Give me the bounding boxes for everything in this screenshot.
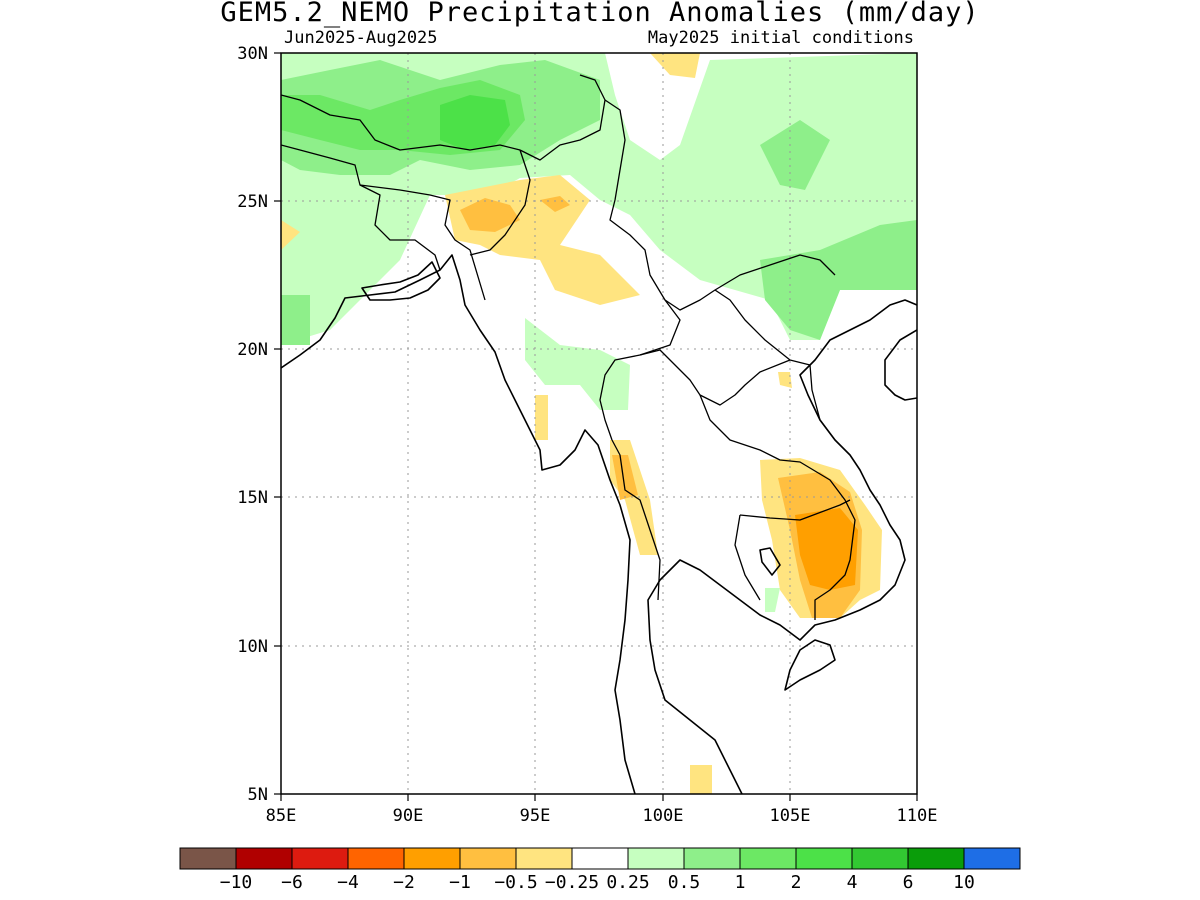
- anomaly-region-arakan: [535, 395, 548, 440]
- x-tick-label: 95E: [520, 806, 551, 826]
- map-frame: [280, 52, 918, 795]
- y-tick-label: 10N: [237, 637, 268, 657]
- colorbar-swatch: [571, 847, 629, 870]
- anomaly-region-north-myanmar-core: [460, 198, 520, 232]
- colorbar-label: 4: [847, 872, 858, 893]
- colorbar: [179, 847, 1021, 870]
- anomaly-region-north-myanmar-core2: [540, 196, 570, 212]
- colorbar-label: −10: [220, 872, 253, 893]
- colorbar-label: 2: [791, 872, 802, 893]
- colorbar-swatch: [347, 847, 405, 870]
- anomaly-region-bhutan-core: [440, 95, 510, 150]
- x-tick-label: 85E: [266, 806, 297, 826]
- colorbar-label: 6: [903, 872, 914, 893]
- colorbar-swatch: [403, 847, 461, 870]
- y-tick-label: 25N: [237, 192, 268, 212]
- anomaly-region-east-china: [760, 120, 830, 190]
- y-tick-label: 20N: [237, 340, 268, 360]
- colorbar-label: −6: [281, 872, 303, 893]
- anomaly-region-west-edge: [281, 220, 300, 250]
- colorbar-swatch: [683, 847, 741, 870]
- colorbar-label: 0.25: [606, 872, 649, 893]
- anomaly-region-tibet-dry: [650, 53, 700, 78]
- anomaly-region-malay-tip: [690, 765, 712, 794]
- colorbar-label: −0.25: [545, 872, 599, 893]
- chart-title: GEM5.2_NEMO Precipitation Anomalies (mm/…: [220, 0, 980, 28]
- anomaly-region-chin-hills: [525, 318, 630, 410]
- colorbar-swatch: [627, 847, 685, 870]
- anomaly-region-south-china: [760, 220, 917, 340]
- colorbar-label: −2: [393, 872, 415, 893]
- colorbar-swatch: [907, 847, 965, 870]
- colorbar-swatch: [291, 847, 349, 870]
- colorbar-label: −4: [337, 872, 359, 893]
- colorbar-label: 10: [953, 872, 975, 893]
- colorbar-swatch: [795, 847, 853, 870]
- x-tick-label: 100E: [643, 806, 684, 826]
- y-tick-label: 15N: [237, 488, 268, 508]
- x-tick-label: 90E: [393, 806, 424, 826]
- colorbar-swatch: [739, 847, 797, 870]
- country-borders: [281, 74, 856, 620]
- colorbar-label: −0.5: [494, 872, 537, 893]
- y-tick-label: 30N: [237, 44, 268, 64]
- colorbar-swatch: [515, 847, 573, 870]
- forecast-period: Jun2025-Aug2025: [284, 28, 438, 48]
- anomaly-region-west-bay: [281, 295, 310, 345]
- colorbar-swatch: [851, 847, 909, 870]
- anomaly-region-thailand-sw: [765, 588, 780, 612]
- anomaly-region-border-dry-core: [612, 455, 638, 500]
- y-tick-label: 5N: [248, 785, 268, 805]
- precipitation-anomaly-field: [281, 53, 917, 794]
- colorbar-swatch: [179, 847, 237, 870]
- x-tick-label: 105E: [770, 806, 811, 826]
- colorbar-label: 1: [735, 872, 746, 893]
- colorbar-label: −1: [449, 872, 471, 893]
- axis-tick-marks: [274, 52, 918, 801]
- colorbar-swatch: [963, 847, 1021, 870]
- anomaly-region-cambodia-core: [795, 508, 858, 590]
- x-tick-label: 110E: [897, 806, 938, 826]
- initial-conditions: May2025 initial conditions: [647, 28, 914, 48]
- anomaly-region-laos-dry: [778, 372, 792, 388]
- colorbar-swatch: [459, 847, 517, 870]
- colorbar-label: 0.5: [668, 872, 701, 893]
- x-axis-labels: 85E 90E 95E 100E 105E 110E: [266, 806, 938, 826]
- colorbar-swatch: [235, 847, 293, 870]
- y-axis-labels: 5N 10N 15N 20N 25N 30N: [237, 44, 268, 805]
- colorbar-labels: −10 −6 −4 −2 −1 −0.5 −0.25 0.25 0.5 1 2 4 6 10: [220, 872, 975, 893]
